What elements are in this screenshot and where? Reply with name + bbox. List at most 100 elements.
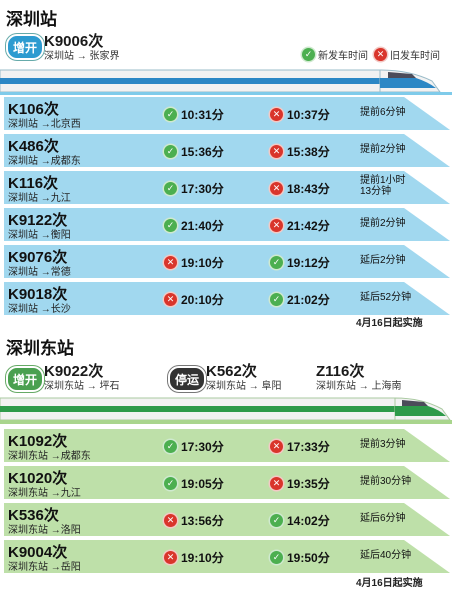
station-title-shenzhen-east: 深圳东站 [6,339,74,358]
time-change-note: 延后6分钟 [360,513,406,524]
time-new: 19:50分 [287,551,330,565]
check-icon: ✓ [270,551,283,564]
cross-icon: ✕ [164,514,177,527]
train-number: K1020次 [8,470,68,487]
schedule-row: K9004次 深圳东站 →岳阳 ✕ 19:10分 ✓ 19:50分 延后40分钟 [4,540,450,573]
time-new: 19:12分 [287,256,330,270]
train-route: 深圳站 →常德 [8,267,71,278]
cross-icon: ✕ [164,293,177,306]
time-change-note-line2: 13分钟 [360,186,392,197]
cross-icon: ✕ [270,477,283,490]
train-number: K536次 [8,507,59,524]
time-change-note: 提前6分钟 [360,107,406,118]
legend-new-label: 新发车时间 [318,51,368,62]
time-new: 10:31分 [181,108,224,122]
time-change-note: 延后2分钟 [360,255,406,266]
schedule-row: K1020次 深圳东站 →九江 ✓ 19:05分 ✕ 19:35分 提前30分钟 [4,466,450,499]
cross-icon: ✕ [270,182,283,195]
time-change-note: 提前2分钟 [360,218,406,229]
schedule-row: K9018次 深圳站 →长沙 ✕ 20:10分 ✓ 21:02分 延后52分钟 [4,282,450,315]
added-badge: 增开 [6,34,45,60]
train-route: 深圳东站 →成都东 [8,451,91,462]
time-new: 14:02分 [287,514,330,528]
cross-icon: ✕ [164,551,177,564]
added-train-route: 深圳东站 → 坪石 [44,381,120,392]
time-old: 17:33分 [287,440,330,454]
time-new: 17:30分 [181,182,224,196]
train-number: K1092次 [8,433,68,450]
train-route: 深圳站 →衡阳 [8,230,71,241]
time-change-note: 延后40分钟 [360,550,412,561]
train-number: K9076次 [8,249,68,266]
schedule-row: K106次 深圳站 →北京西 ✓ 10:31分 ✕ 10:37分 提前6分钟 [4,97,450,130]
check-icon: ✓ [164,440,177,453]
train-route: 深圳东站 →洛阳 [8,525,81,536]
effective-date: 4月16日起实施 [356,578,423,589]
time-old: 18:43分 [287,182,330,196]
schedule-row: K1092次 深圳东站 →成都东 ✓ 17:30分 ✕ 17:33分 提前3分钟 [4,429,450,462]
time-change-note: 提前1小时 [360,175,406,186]
check-icon: ✓ [270,256,283,269]
train-illustration-blue [0,69,452,95]
check-icon: ✓ [164,182,177,195]
check-icon: ✓ [164,219,177,232]
other-train-number: Z116次 [316,363,365,380]
schedule-row: K116次 深圳站 →九江 ✓ 17:30分 ✕ 18:43分 提前1小时 13分钟 [4,171,450,204]
legend-new: ✓ 新发车时间 [302,47,368,62]
time-old: 13:56分 [181,514,224,528]
train-route: 深圳站 →北京西 [8,119,81,130]
time-change-note: 提前3分钟 [360,439,406,450]
time-new: 21:02分 [287,293,330,307]
train-route: 深圳站 →九江 [8,193,71,204]
check-icon: ✓ [270,514,283,527]
time-change-note: 延后52分钟 [360,292,412,303]
time-new: 19:05分 [181,477,224,491]
time-new: 15:36分 [181,145,224,159]
station-title-shenzhen: 深圳站 [6,10,57,29]
cross-icon: ✕ [270,440,283,453]
legend-old: ✕ 旧发车时间 [374,47,440,62]
added-badge: 增开 [6,366,45,392]
time-old: 15:38分 [287,145,330,159]
schedule-row: K536次 深圳东站 →洛阳 ✕ 13:56分 ✓ 14:02分 延后6分钟 [4,503,450,536]
train-route: 深圳东站 →九江 [8,488,81,499]
time-old: 19:10分 [181,256,224,270]
check-icon: ✓ [302,48,315,61]
time-old: 20:10分 [181,293,224,307]
train-number: K106次 [8,101,59,118]
time-new: 21:40分 [181,219,224,233]
cross-icon: ✕ [270,108,283,121]
suspended-badge: 停运 [168,366,207,392]
cross-icon: ✕ [270,219,283,232]
cross-icon: ✕ [270,145,283,158]
time-old: 19:35分 [287,477,330,491]
train-illustration-green [0,397,452,424]
schedule-row: K9076次 深圳站 →常德 ✕ 19:10分 ✓ 19:12分 延后2分钟 [4,245,450,278]
train-number: K486次 [8,138,59,155]
train-route: 深圳东站 →岳阳 [8,562,81,573]
train-route: 深圳站 →长沙 [8,304,71,315]
train-number: K116次 [8,175,59,192]
added-train-route: 深圳站 → 张家界 [44,51,120,62]
time-change-note: 提前30分钟 [360,476,412,487]
schedule-row: K486次 深圳站 →成都东 ✓ 15:36分 ✕ 15:38分 提前2分钟 [4,134,450,167]
time-old: 19:10分 [181,551,224,565]
time-old: 21:42分 [287,219,330,233]
check-icon: ✓ [164,477,177,490]
added-train-number: K9006次 [44,33,104,50]
legend-old-label: 旧发车时间 [390,51,440,62]
suspended-train-route: 深圳东站 → 阜阳 [206,381,282,392]
train-route: 深圳站 →成都东 [8,156,81,167]
train-number: K9018次 [8,286,68,303]
other-train-route: 深圳东站 → 上海南 [316,381,402,392]
check-icon: ✓ [164,145,177,158]
added-train-number: K9022次 [44,363,104,380]
effective-date: 4月16日起实施 [356,318,423,329]
cross-icon: ✕ [374,48,387,61]
train-number: K9122次 [8,212,68,229]
time-change-note: 提前2分钟 [360,144,406,155]
check-icon: ✓ [270,293,283,306]
train-number: K9004次 [8,544,68,561]
time-old: 10:37分 [287,108,330,122]
schedule-row: K9122次 深圳站 →衡阳 ✓ 21:40分 ✕ 21:42分 提前2分钟 [4,208,450,241]
